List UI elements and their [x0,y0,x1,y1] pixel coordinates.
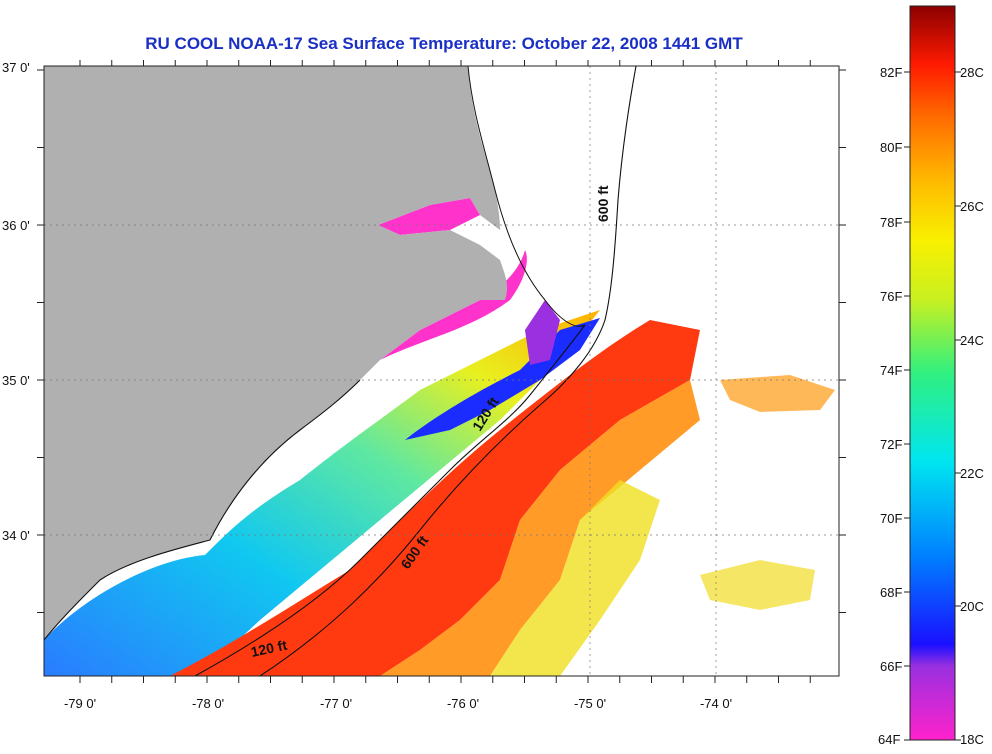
colorbar-f-label: 70F [880,511,902,526]
colorbar-f-label: 72F [880,437,902,452]
lon-tick-label: -74 0' [700,696,732,711]
sst-offshore-yellow [490,480,660,676]
coastline [44,379,361,641]
lon-tick-label: -79 0' [64,696,96,711]
sst-warm-edge [380,380,700,676]
colorbar-f-label: 74F [880,363,902,378]
colorbar-f-label: 64F [878,732,900,747]
sst-gulf-stream [170,320,700,676]
contour-label-120ft-south: 120 ft [249,637,288,660]
lon-tick-label: -76 0' [447,696,479,711]
lat-tick-label: 34 0' [2,528,30,543]
colorbar-c-label: 24C [960,333,984,348]
colorbar-f-label: 78F [880,215,902,230]
colorbar-f-label: 82F [880,65,902,80]
sst-offshore-patch [700,560,815,610]
land-north-carolina [44,66,508,640]
map-layers [44,66,839,676]
lon-tick-label: -75 0' [574,696,606,711]
colorbar-c-label: 20C [960,599,984,614]
colorbar [909,5,956,741]
sst-pamlico-sound [380,250,527,360]
cloud-cover [470,66,839,305]
colorbar-f-label: 66F [880,659,902,674]
sst-shelf-waters [44,310,600,676]
lon-tick-label: -78 0' [192,696,224,711]
lat-tick-label: 35 0' [2,373,30,388]
lon-tick-label: -77 0' [320,696,352,711]
map-frame [43,65,840,677]
isobath-120ft [194,324,586,676]
colorbar-f-label: 76F [880,289,902,304]
sst-violet-plume [525,300,560,365]
lat-tick-label: 36 0' [2,218,30,233]
contour-label-600ft-north: 600 ft [595,185,611,222]
colorbar-f-label: 80F [880,140,902,155]
graticule [44,66,839,676]
isobath-600ft [259,66,637,676]
sst-offshore-patch-orange [720,375,835,412]
colorbar-c-label: 28C [960,65,984,80]
lat-tick-label: 37 0' [2,60,30,75]
axis-ticks [37,60,846,683]
sst-albemarle-sound [378,198,480,235]
colorbar-c-label: 18C [960,732,984,747]
colorbar-f-label: 68F [880,585,902,600]
colorbar-c-label: 22C [960,466,984,481]
outer-banks [467,66,586,327]
colorbar-ticks [904,71,961,741]
colorbar-c-label: 26C [960,199,984,214]
map-title: RU COOL NOAA-17 Sea Surface Temperature:… [145,34,743,53]
